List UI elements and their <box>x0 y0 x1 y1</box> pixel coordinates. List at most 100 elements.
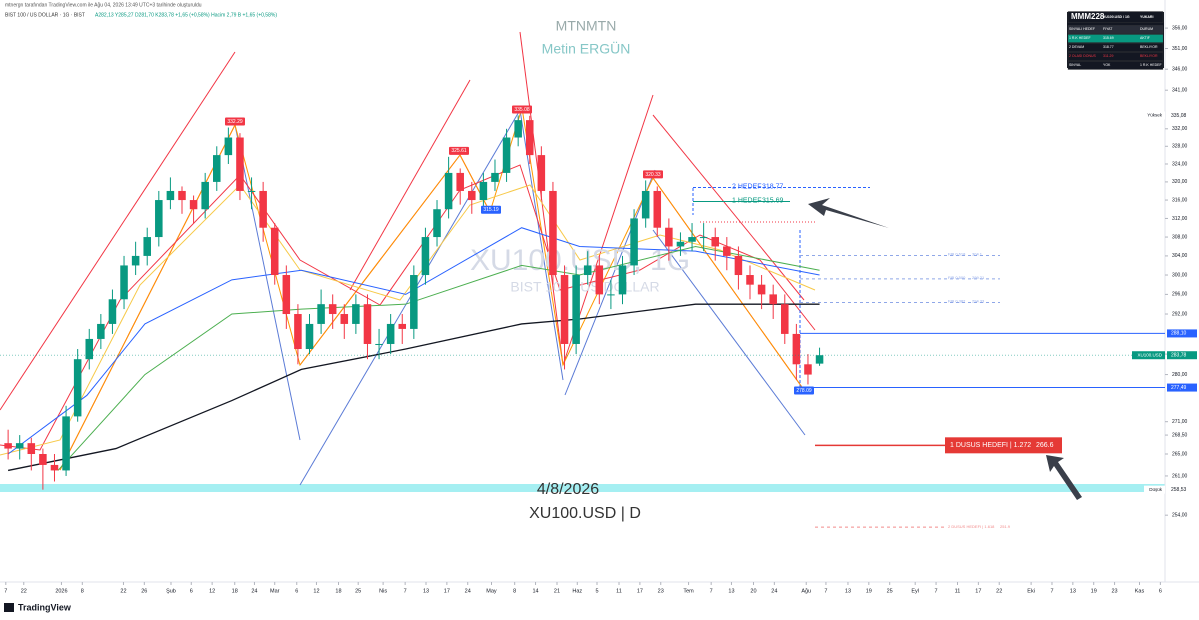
price-label-box <box>1167 111 1197 120</box>
x-tick-label: 2026 <box>55 588 67 594</box>
candle-body <box>213 155 221 182</box>
table-cell: AKTIF <box>1140 36 1150 40</box>
table-cell: 315.69 <box>1103 36 1114 40</box>
x-tick-label: Kas <box>1135 588 1145 594</box>
candle-body <box>224 137 233 156</box>
table-row <box>1067 25 1164 34</box>
y-tick-label: 271,00 <box>1172 419 1188 425</box>
channel-line <box>349 79 471 291</box>
fib-value: 299.21 <box>972 275 985 280</box>
ma-line <box>57 245 820 471</box>
x-tick-label: Şub <box>166 588 176 594</box>
candle-body <box>688 237 696 242</box>
table-cell: 2 DEVAM <box>1069 45 1084 49</box>
target-label: 1 HEDEF <box>732 197 762 204</box>
candle-body <box>444 172 453 210</box>
x-tick-label: 25 <box>355 588 361 594</box>
y-tick-label: 280,00 <box>1172 372 1188 378</box>
candle-body <box>143 237 151 256</box>
table-cell: YOK <box>1103 63 1111 67</box>
table-cell: FIYAT <box>1103 27 1113 31</box>
candle-body <box>456 172 464 191</box>
candle-body <box>630 218 638 266</box>
candle-body <box>39 454 47 465</box>
y-tick-label: 346,00 <box>1172 67 1188 73</box>
trough-label: 315.19 <box>483 207 499 213</box>
candle-body <box>166 190 175 201</box>
x-tick-label: Haz <box>572 588 582 594</box>
x-tick-label: 22 <box>996 588 1002 594</box>
candle-body <box>792 333 801 365</box>
candle-body <box>665 227 673 247</box>
candle-body <box>595 265 604 295</box>
channel-line <box>234 124 301 441</box>
x-tick-label: 12 <box>209 588 215 594</box>
brand: TradingView <box>18 602 72 612</box>
table-cell: DURUM <box>1140 27 1153 31</box>
x-tick-label: 17 <box>975 588 981 594</box>
table-row <box>1067 61 1164 70</box>
x-tick-label: 18 <box>232 588 238 594</box>
candle-body <box>282 275 291 315</box>
dusus2-label: 2 DUSUS HEDEFI | 1.618 <box>948 524 995 529</box>
ohlc: A282,13 Y285,27 D281,70 K283,78 +1,65 (+… <box>95 12 277 18</box>
candle-body <box>305 323 314 350</box>
peak-label-box <box>449 146 469 155</box>
table-cell: BEKLIYOR <box>1140 45 1158 49</box>
candle-body <box>502 137 511 173</box>
peak-label: 332.29 <box>227 119 243 125</box>
x-tick-label: 13 <box>728 588 734 594</box>
arrow <box>1046 455 1082 500</box>
candle-body <box>375 343 383 345</box>
candle-body <box>815 355 824 364</box>
candle-body <box>4 443 12 449</box>
fib-label: FIB 0.500 <box>948 275 966 280</box>
candle-body <box>189 200 198 210</box>
x-tick-label: 13 <box>1070 588 1076 594</box>
candle-body <box>73 359 82 417</box>
channel-line <box>299 109 521 486</box>
table-cell: BEKLIYOR <box>1140 54 1158 58</box>
trough-label-box <box>481 205 501 214</box>
trough-label: 278.09 <box>796 388 812 394</box>
price-label-box <box>1167 329 1197 338</box>
price-tag-box <box>1132 351 1165 360</box>
candle-body <box>108 299 117 324</box>
x-tick-label: Mar <box>270 588 280 594</box>
target-value: 318.77 <box>762 183 784 190</box>
dusus2-value: 251.9 <box>1000 524 1011 529</box>
logo <box>4 603 14 612</box>
x-tick-label: Ağu <box>801 588 811 594</box>
x-tick-label: 7 <box>404 588 407 594</box>
x-tick-label: 6 <box>1159 588 1162 594</box>
price-tag-box <box>1144 485 1165 494</box>
y-tick-label: 328,00 <box>1172 144 1188 150</box>
price-tag-box <box>1141 111 1165 120</box>
x-tick-label: 5 <box>595 588 598 594</box>
low-band <box>0 484 1165 492</box>
candle-body <box>27 443 36 455</box>
x-tick-label: May <box>486 588 497 594</box>
target-value: 315.69 <box>762 197 784 204</box>
y-tick-label: 261,00 <box>1172 473 1188 479</box>
candle-body <box>270 227 279 276</box>
candle-body <box>433 209 441 238</box>
symbol: BIST 100 / US DOLLAR · 1G · BIST <box>5 12 85 18</box>
candle-body <box>294 314 302 350</box>
candle-body <box>97 323 105 339</box>
candle-body <box>607 294 615 296</box>
table-cell: 1 R.K HEDEF <box>1069 36 1091 40</box>
peak-label: 335.08 <box>514 107 530 113</box>
candle-body <box>85 338 94 360</box>
x-tick-label: 8 <box>81 588 84 594</box>
price-tag: Yüksek <box>1147 113 1163 118</box>
peak-label: 325.61 <box>451 148 467 154</box>
dusus-label: 1 DUSUS HEDEFI | 1.272 <box>950 442 1031 449</box>
channel-line <box>564 169 656 396</box>
y-tick-label: 320,00 <box>1172 179 1188 185</box>
fib-label: FIB 0.618 <box>948 252 966 257</box>
y-tick-label: 312,00 <box>1172 216 1188 222</box>
y-tick-label: 308,00 <box>1172 234 1188 240</box>
